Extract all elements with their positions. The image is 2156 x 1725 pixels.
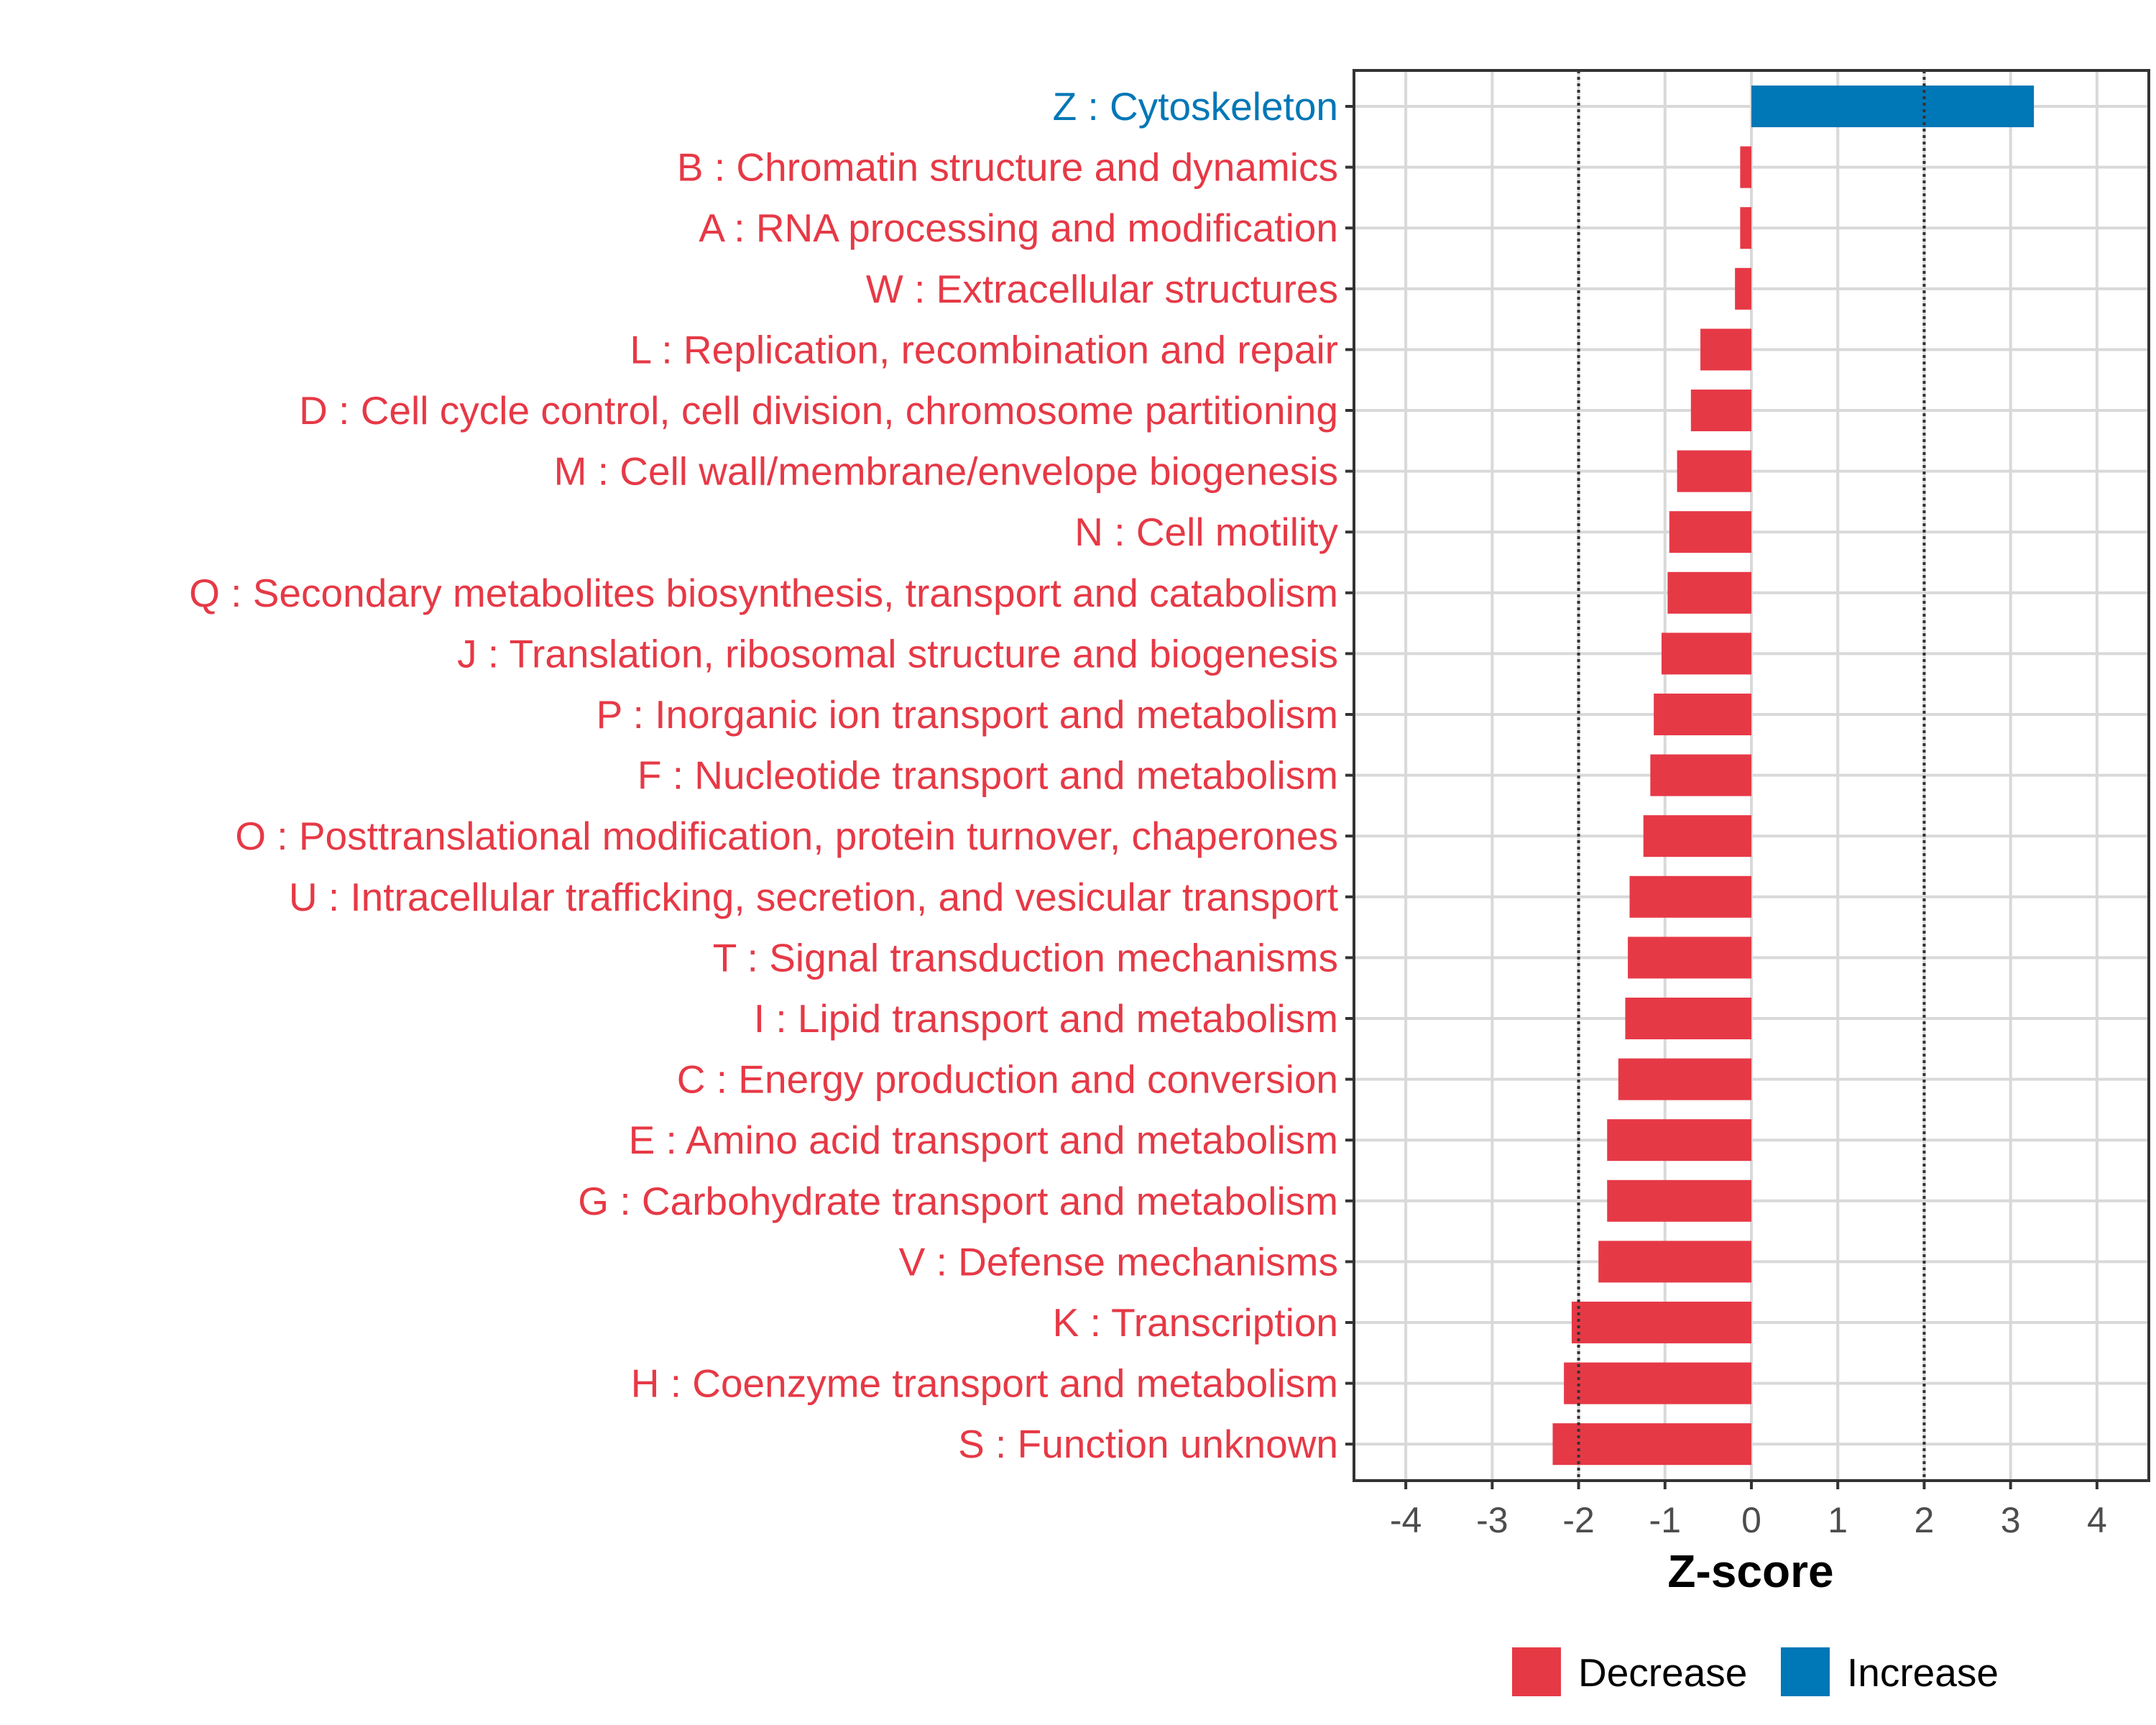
bars: [1552, 70, 2035, 1481]
category-label: A : RNA processing and modification: [699, 206, 1338, 250]
category-label: C : Energy production and conversion: [677, 1057, 1338, 1102]
category-label: G : Carbohydrate transport and metabolis…: [578, 1179, 1338, 1223]
y-axis-labels: Z : Cytoskeleton B : Chromatin structure …: [189, 84, 1338, 1466]
bar: [1661, 632, 1751, 675]
x-axis-title: Z-score: [1667, 1545, 1833, 1597]
category-label: B : Chromatin structure and dynamics: [677, 145, 1338, 190]
category-label: S : Function unknown: [958, 1422, 1338, 1466]
category-label: W : Extracellular structures: [866, 267, 1338, 311]
category-label: K : Transcription: [1053, 1300, 1338, 1345]
bar: [1740, 207, 1751, 249]
bar: [1628, 937, 1751, 979]
bar: [1669, 511, 1751, 553]
bar: [1667, 571, 1751, 614]
x-tick-label: 0: [1741, 1500, 1761, 1540]
category-label: T : Signal transduction mechanisms: [713, 935, 1338, 980]
bar: [1677, 450, 1751, 492]
bar: [1625, 998, 1751, 1039]
category-label: L : Replication, recombination and repai…: [630, 327, 1338, 372]
category-label: E : Amino acid transport and metabolism: [629, 1118, 1338, 1162]
x-tick-label: 1: [1828, 1500, 1848, 1540]
bar: [1564, 1362, 1751, 1404]
x-tick-label: 3: [2001, 1500, 2021, 1540]
bar: [1650, 754, 1751, 796]
category-label: V : Defense mechanisms: [899, 1239, 1338, 1284]
category-label: J : Translation, ribosomal structure and…: [457, 631, 1338, 676]
category-label: D : Cell cycle control, cell division, c…: [299, 388, 1338, 433]
bar: [1607, 1119, 1751, 1162]
category-label: Q : Secondary metabolites biosynthesis, …: [189, 571, 1338, 615]
x-tick-label: 2: [1915, 1500, 1935, 1540]
y-axis-ticks: [1345, 105, 1354, 1446]
legend: Decrease Increase: [1512, 1647, 1999, 1696]
legend-label-decrease: Decrease: [1578, 1650, 1747, 1695]
bar: [1654, 694, 1751, 735]
x-tick-label: -2: [1562, 1500, 1594, 1540]
bar: [1618, 1058, 1751, 1100]
category-label: M : Cell wall/membrane/envelope biogenes…: [554, 449, 1338, 494]
category-label: P : Inorganic ion transport and metaboli…: [596, 692, 1338, 737]
x-tick-label: -1: [1649, 1500, 1681, 1540]
bar: [1552, 1423, 1751, 1466]
category-label: N : Cell motility: [1074, 510, 1338, 554]
bar: [1629, 875, 1751, 918]
x-axis-ticks: [1404, 1481, 2099, 1489]
legend-swatch-increase: [1781, 1647, 1830, 1696]
bar: [1643, 815, 1751, 857]
bar: [1751, 86, 2035, 127]
bar: [1607, 1179, 1751, 1222]
bar: [1571, 1302, 1751, 1343]
x-tick-label: -3: [1476, 1500, 1508, 1540]
legend-label-increase: Increase: [1847, 1650, 1999, 1695]
bar: [1740, 146, 1751, 188]
bar: [1735, 267, 1751, 310]
category-label: O : Posttranslational modification, prot…: [235, 814, 1338, 858]
category-label: U : Intracellular trafficking, secretion…: [289, 875, 1338, 919]
category-label: F : Nucleotide transport and metabolism: [637, 753, 1338, 798]
bar: [1598, 1241, 1751, 1283]
x-tick-label: 4: [2087, 1500, 2107, 1540]
bar: [1700, 328, 1751, 371]
legend-swatch-decrease: [1512, 1647, 1561, 1696]
x-axis-labels: -4 -3 -2 -1 0 1 2 3 4: [1390, 1500, 2107, 1540]
bar: [1690, 390, 1751, 431]
category-label: H : Coenzyme transport and metabolism: [631, 1361, 1338, 1406]
category-label: I : Lipid transport and metabolism: [754, 996, 1338, 1041]
x-tick-label: -4: [1390, 1500, 1422, 1540]
category-label: Z : Cytoskeleton: [1053, 84, 1338, 129]
